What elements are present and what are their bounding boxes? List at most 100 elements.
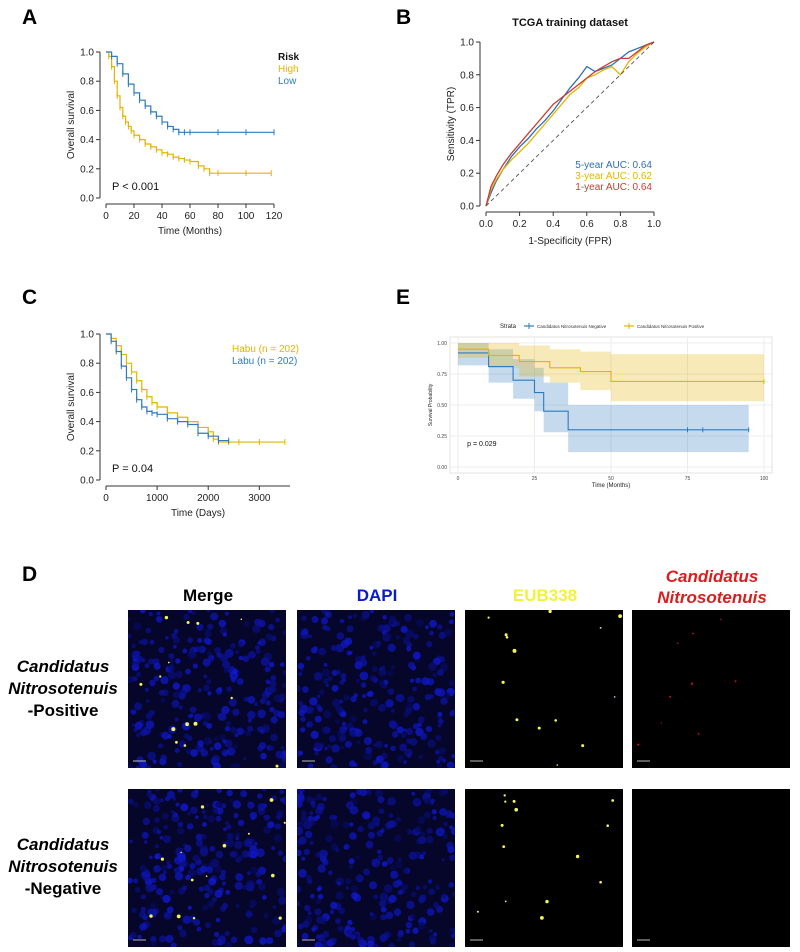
nucleus [174,871,184,881]
nucleus [209,746,214,751]
nucleus [350,927,356,932]
nucleus [372,760,378,766]
nucleus [135,732,141,738]
eub-signal [540,916,544,920]
nucleus [201,809,206,814]
nucleus [146,792,153,799]
nucleus [362,694,367,698]
nucleus [272,905,277,909]
x-tick-label: 2000 [197,493,220,504]
nucleus [298,672,303,677]
nitrosotenuis-signal [669,695,672,698]
km-curve [458,348,764,382]
nucleus [224,611,229,616]
nucleus [256,793,263,799]
nucleus [195,839,203,847]
nucleus [197,637,203,643]
y-tick-label: 0.75 [437,372,447,378]
nucleus [238,655,244,661]
nucleus [152,759,157,764]
eub-signal [599,627,602,629]
nucleus [233,840,243,850]
nucleus [259,728,265,734]
nucleus [357,825,364,833]
nucleus [310,730,319,739]
nucleus [350,715,357,723]
nucleus [442,758,447,763]
nucleus [165,934,174,943]
nucleus [407,697,412,703]
nucleus [134,887,141,893]
nucleus [346,929,352,935]
eub-signal [504,800,507,803]
nucleus [144,663,150,669]
nucleus [395,861,403,869]
micrograph-negative-eub338 [465,789,623,947]
eub-signal [176,914,181,919]
nucleus [262,895,267,900]
y-tick-label: 1.0 [80,330,94,341]
nucleus [428,929,433,933]
nucleus [241,850,250,858]
nucleus [319,849,328,859]
nucleus [208,877,217,886]
eub-signal [554,719,557,722]
nucleus [441,857,446,862]
nucleus [332,698,341,708]
nucleus [235,873,244,882]
nucleus [197,688,202,693]
nucleus [259,698,266,704]
nucleus [388,720,397,729]
nucleus [417,922,426,930]
x-axis-title: Time (Days) [171,508,225,519]
x-tick-label: 25 [532,476,538,482]
nucleus [420,732,428,741]
nucleus [427,879,433,884]
nucleus [191,610,197,616]
eub-signal [575,854,580,859]
nucleus [335,891,344,900]
nucleus [211,754,220,764]
eub-signal [222,843,227,848]
nucleus [224,726,231,732]
nucleus [320,617,329,625]
nucleus [245,910,253,918]
nucleus [195,815,199,820]
nucleus [145,699,150,703]
nucleus [349,805,359,815]
nucleus [144,687,149,692]
nucleus [301,856,306,861]
nucleus [378,899,387,908]
nucleus [372,651,377,656]
nucleus [149,639,155,645]
nucleus [167,734,173,739]
nucleus [314,750,320,756]
nucleus [201,833,207,840]
nucleus [247,871,251,876]
tile-background [465,610,623,768]
nucleus [433,932,438,937]
km-curve-high [106,51,272,174]
nucleus [372,816,381,825]
nucleus [257,709,266,719]
nucleus [149,855,153,860]
nucleus [203,684,210,692]
nucleus [160,754,167,762]
nucleus [415,618,425,627]
nucleus [134,702,142,711]
nucleus [222,632,227,637]
nucleus [444,810,453,818]
nucleus [156,888,163,896]
nucleus [230,643,236,649]
nucleus [437,711,443,717]
nucleus [245,730,251,737]
nucleus [430,938,437,945]
x-tick-label: 20 [128,211,140,222]
nucleus [313,672,323,681]
nucleus [128,798,134,805]
nucleus [409,913,416,920]
nucleus [380,828,385,833]
nucleus [306,706,315,714]
nucleus [142,872,152,882]
nucleus [211,939,219,947]
